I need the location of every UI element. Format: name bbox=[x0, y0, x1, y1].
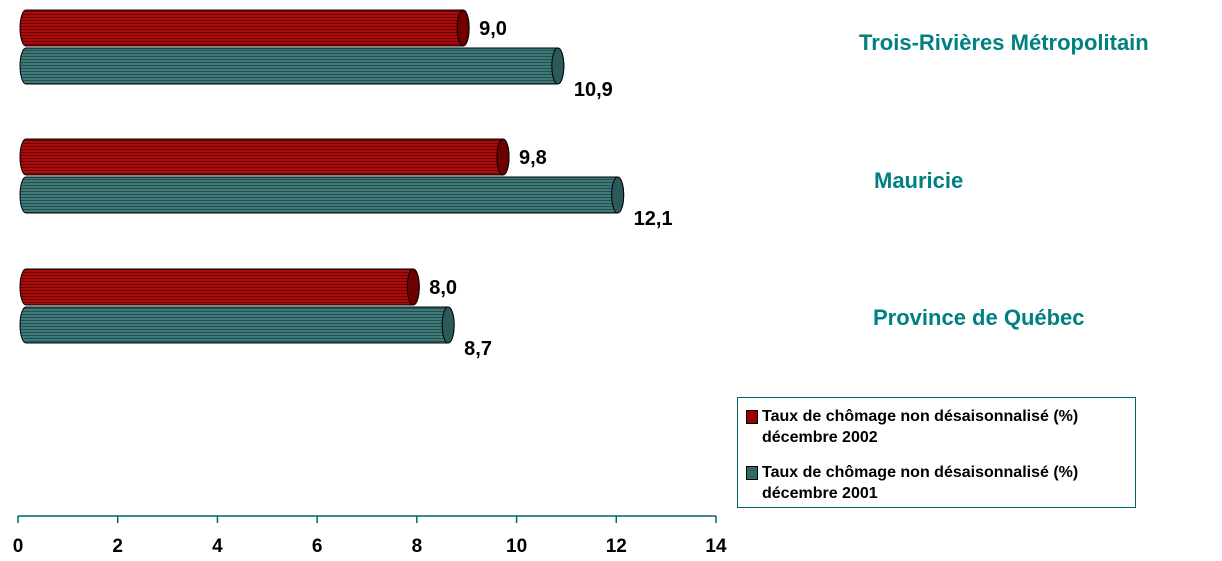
value-label-trois-rivieres-2001: 10,9 bbox=[574, 79, 613, 101]
x-tick-label-0: 0 bbox=[13, 536, 24, 557]
x-tick-label-12: 12 bbox=[606, 536, 627, 557]
value-label-province-de-quebec-2002: 8,0 bbox=[429, 277, 457, 299]
x-tick-label-10: 10 bbox=[506, 536, 527, 557]
category-label-province-de-quebec: Province de Québec bbox=[873, 305, 1085, 330]
bar-cap-trois-rivieres-2002 bbox=[456, 9, 470, 47]
value-labels-group: 9,0 10,9 9,8 12,1 8,0 8,7 bbox=[429, 18, 672, 360]
legend-item-2002: Taux de chômage non désaisonnalisé (%) d… bbox=[746, 406, 1131, 448]
value-label-mauricie-2002: 9,8 bbox=[519, 147, 547, 169]
bar-cap-mauricie-2002 bbox=[496, 138, 510, 176]
legend-label-2002: Taux de chômage non désaisonnalisé (%) d… bbox=[762, 408, 1079, 446]
x-tick-label-6: 6 bbox=[312, 536, 323, 557]
category-label-trois-rivieres: Trois-Rivières Métropolitain bbox=[859, 30, 1149, 55]
bar-cap-province-de-quebec-2001 bbox=[441, 306, 455, 344]
bar-mauricie-2002 bbox=[19, 138, 510, 176]
legend-label-2001: Taux de chômage non désaisonnalisé (%) d… bbox=[762, 464, 1079, 502]
value-label-trois-rivieres-2002: 9,0 bbox=[479, 18, 507, 40]
x-tick-label-8: 8 bbox=[412, 536, 423, 557]
legend-swatch-2001 bbox=[746, 466, 758, 480]
x-tick-label-2: 2 bbox=[112, 536, 123, 557]
bar-province-de-quebec-2001 bbox=[19, 306, 455, 344]
legend-item-2001: Taux de chômage non désaisonnalisé (%) d… bbox=[746, 462, 1131, 504]
bar-cap-mauricie-2001 bbox=[611, 176, 625, 214]
x-tick-label-14: 14 bbox=[705, 536, 727, 557]
bar-trois-rivieres-2002 bbox=[19, 9, 470, 47]
bar-mauricie-2001 bbox=[19, 176, 625, 214]
bar-province-de-quebec-2002 bbox=[19, 268, 420, 306]
category-label-mauricie: Mauricie bbox=[874, 168, 964, 193]
legend: Taux de chômage non désaisonnalisé (%) d… bbox=[737, 397, 1136, 508]
legend-swatch-2002 bbox=[746, 410, 758, 424]
x-tick-label-4: 4 bbox=[212, 536, 223, 557]
value-label-province-de-quebec-2001: 8,7 bbox=[464, 338, 492, 360]
bars-group bbox=[19, 9, 625, 344]
bar-cap-province-de-quebec-2002 bbox=[406, 268, 420, 306]
bar-trois-rivieres-2001 bbox=[19, 47, 565, 85]
value-label-mauricie-2001: 12,1 bbox=[634, 208, 673, 230]
bar-cap-trois-rivieres-2001 bbox=[551, 47, 565, 85]
x-axis: 0 2 4 6 8 10 12 14 bbox=[13, 515, 727, 557]
